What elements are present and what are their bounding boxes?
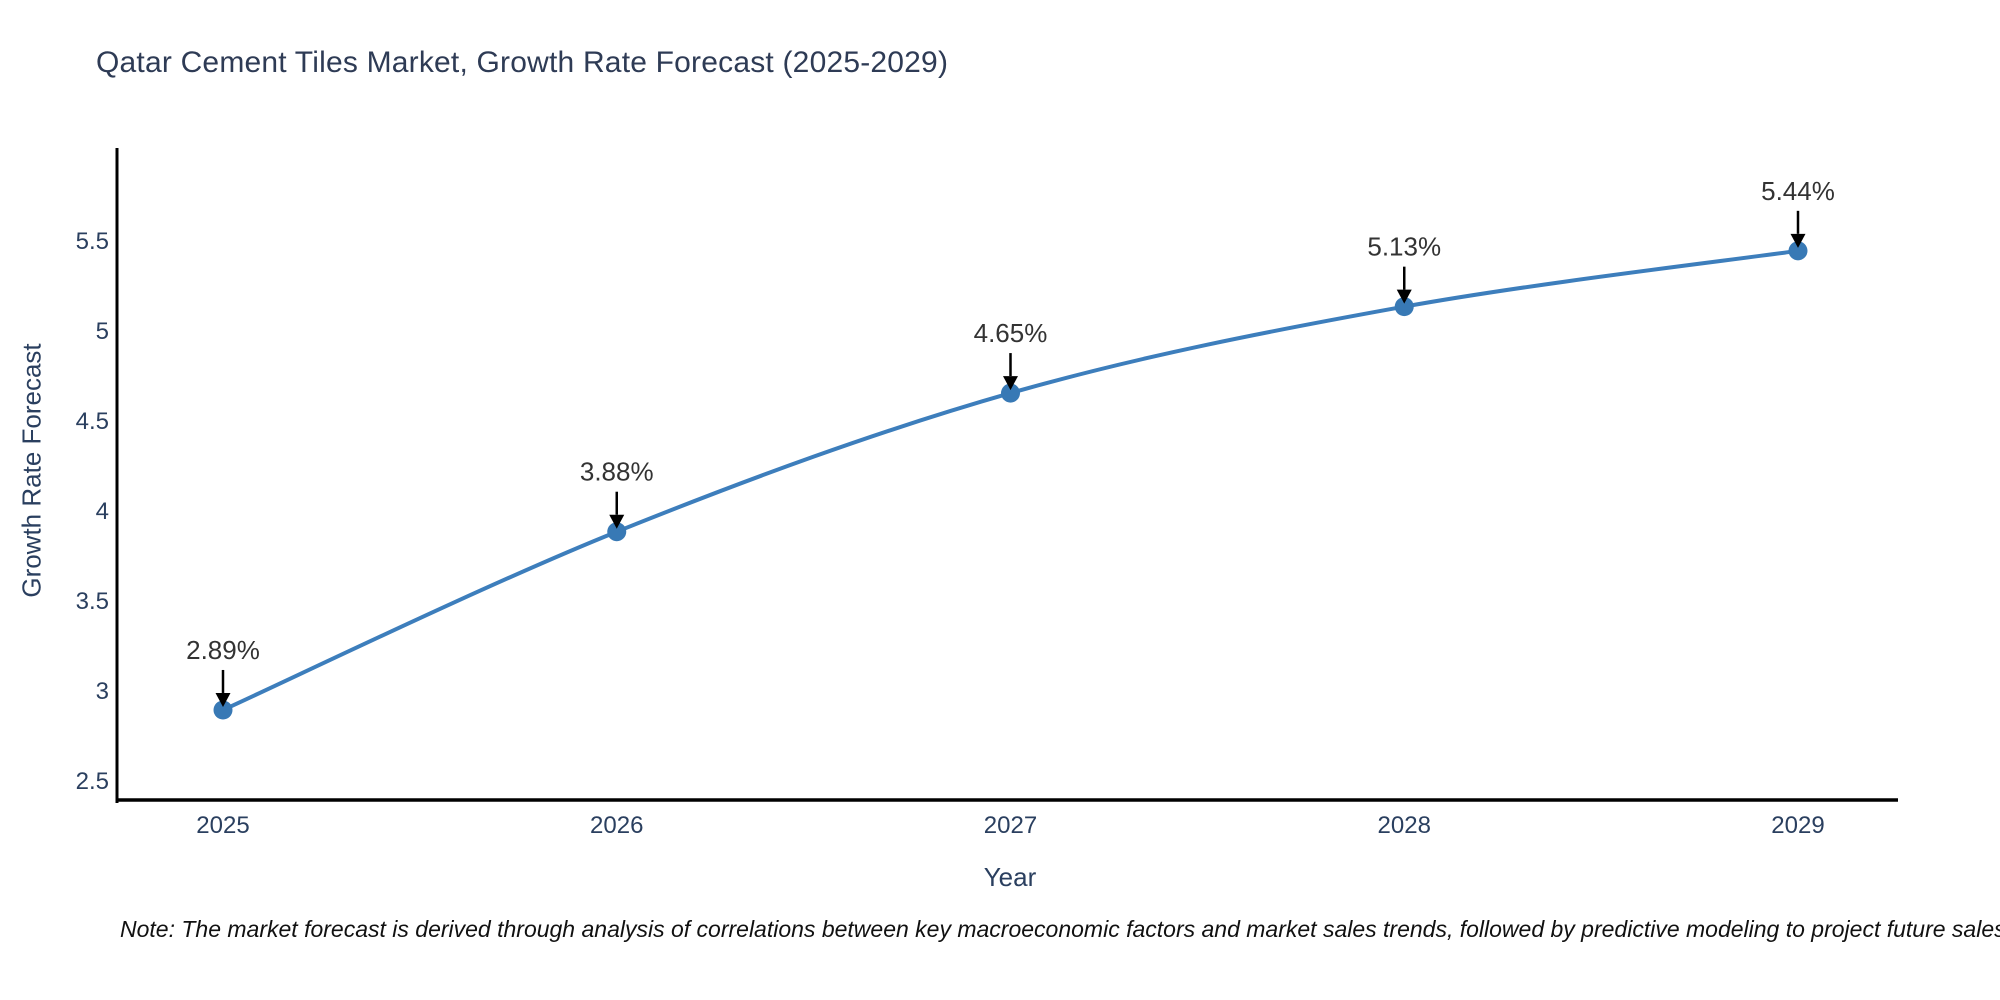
data-point-marker-2026 xyxy=(607,522,627,542)
annotation-label: 2.89% xyxy=(186,635,260,665)
annotation-arrowhead xyxy=(1396,289,1412,304)
y-tick-label: 5.5 xyxy=(76,228,109,255)
annotation-label: 5.13% xyxy=(1367,232,1441,262)
x-tick-label: 2029 xyxy=(1771,812,1824,839)
x-axis-title: Year xyxy=(983,862,1037,892)
annotation-label: 3.88% xyxy=(580,457,654,487)
y-tick-label: 3 xyxy=(96,678,109,705)
data-point-marker-2029 xyxy=(1788,241,1808,261)
footnote: Note: The market forecast is derived thr… xyxy=(120,916,2000,942)
x-tick-label: 2027 xyxy=(984,812,1037,839)
annotation-label: 4.65% xyxy=(974,318,1048,348)
x-tick-label: 2025 xyxy=(196,812,249,839)
annotation-arrowhead xyxy=(215,692,231,707)
annotation-arrowhead xyxy=(1790,233,1806,248)
annotation-label: 5.44% xyxy=(1761,176,1835,206)
data-point-marker-2028 xyxy=(1394,297,1414,317)
y-tick-label: 5 xyxy=(96,318,109,345)
y-tick-label: 2.5 xyxy=(76,768,109,795)
data-point-marker-2025 xyxy=(213,700,233,720)
y-tick-label: 4 xyxy=(96,498,109,525)
y-tick-label: 3.5 xyxy=(76,588,109,615)
chart-title: Qatar Cement Tiles Market, Growth Rate F… xyxy=(96,46,949,79)
annotation-arrowhead xyxy=(609,514,625,529)
data-point-marker-2027 xyxy=(1001,383,1020,403)
annotation-arrowhead xyxy=(1003,376,1018,391)
y-tick-label: 4.5 xyxy=(76,408,109,435)
x-tick-label: 2028 xyxy=(1378,812,1431,839)
x-tick-label: 2026 xyxy=(590,812,643,839)
